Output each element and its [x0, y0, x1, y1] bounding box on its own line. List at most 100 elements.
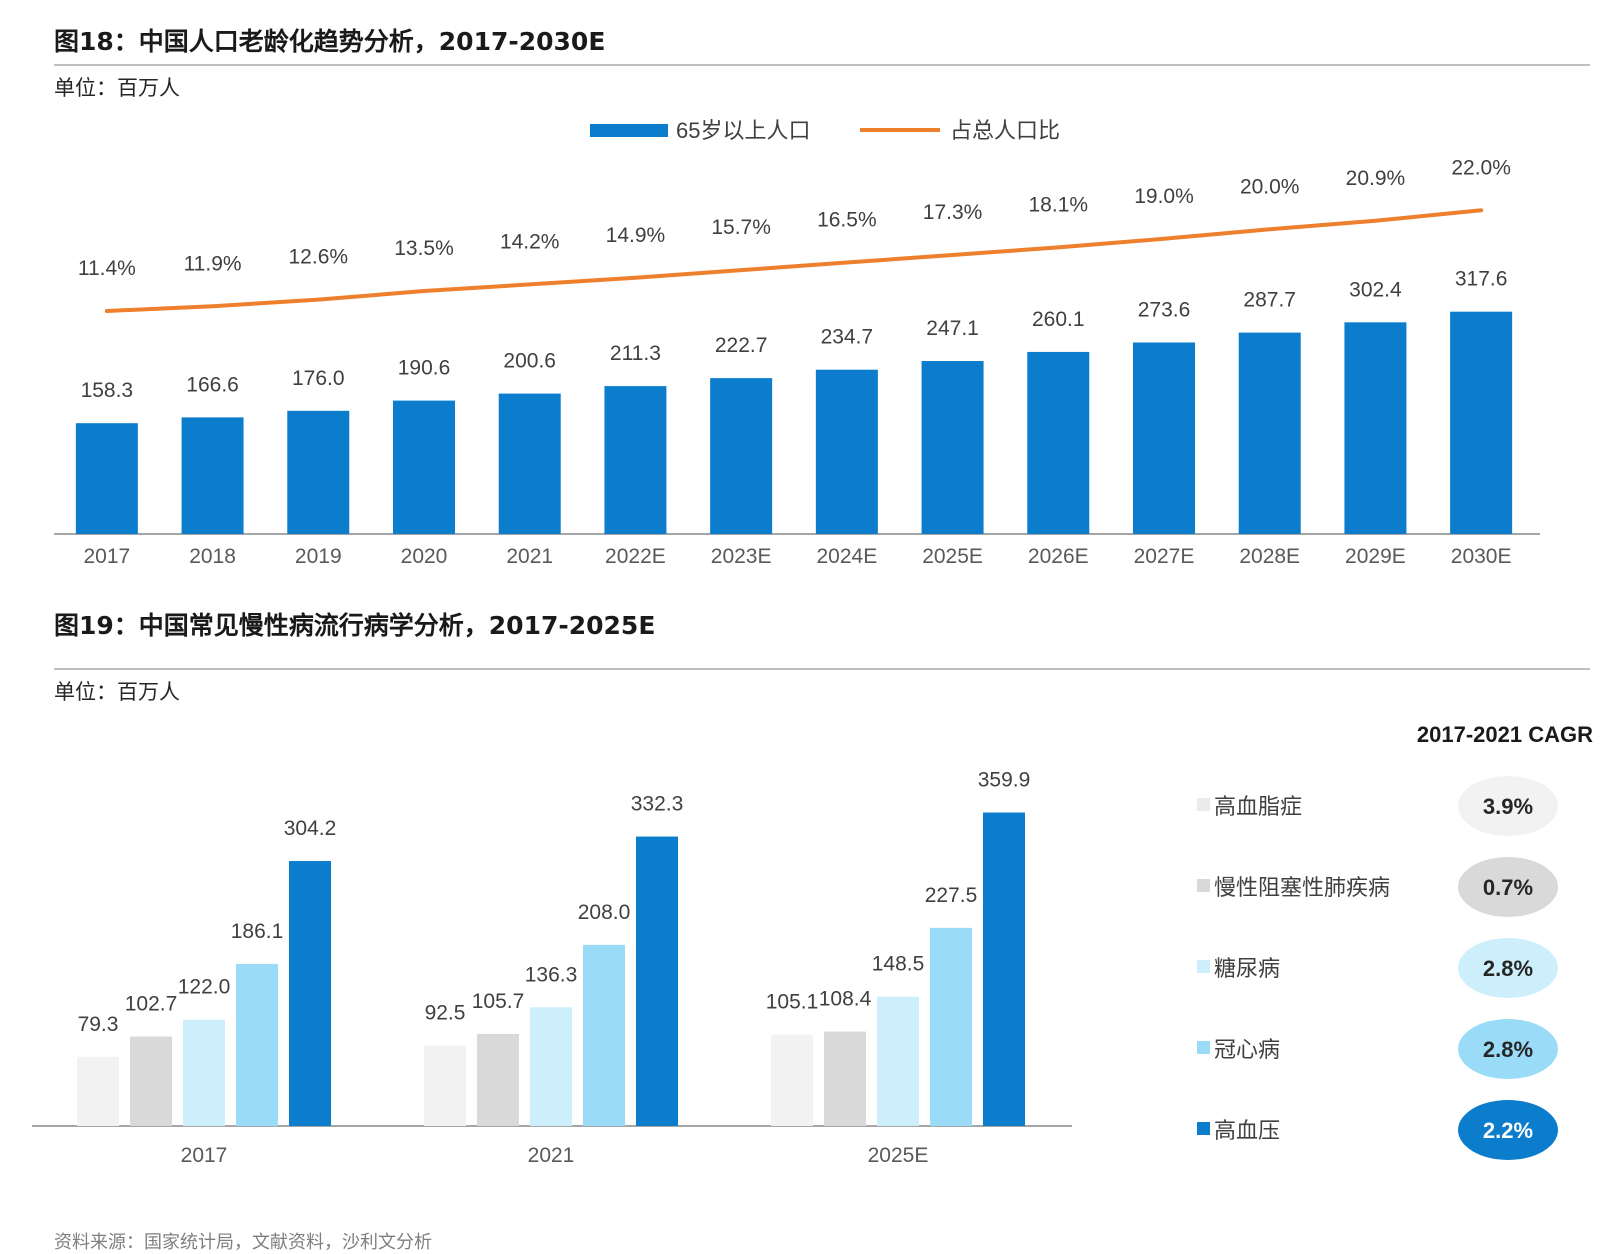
bar-慢性阻塞性肺疾病-2021 — [477, 1033, 519, 1126]
bar-population-2017 — [75, 423, 138, 534]
bar-population-2020 — [393, 400, 455, 534]
cagr-header: 2017-2021 CAGR — [1417, 722, 1593, 747]
bar-population-2030E — [1450, 311, 1513, 534]
x-tick-2027E: 2027E — [1134, 545, 1195, 568]
source-note: 资料来源：国家统计局，文献资料，沙利文分析 — [54, 1232, 432, 1253]
share-label-2019: 12.6% — [289, 246, 349, 269]
cagr-value-高血压: 2.2% — [1483, 1118, 1533, 1143]
bar-population-2025E — [921, 361, 984, 534]
share-label-2018: 11.9% — [184, 252, 242, 275]
cagr-pill-高血脂症 — [1458, 776, 1558, 836]
x-tick-2017: 2017 — [83, 545, 130, 568]
x-tick-2026E: 2026E — [1028, 545, 1089, 568]
x-tick-2024E: 2024E — [816, 545, 877, 568]
bar-population-2028E — [1238, 332, 1301, 534]
fig19-title: 图19：中国常见慢性病流行病学分析，2017-2025E — [54, 611, 656, 640]
bar-label-高血脂症-2025E: 105.1 — [766, 990, 819, 1013]
bar-label-慢性阻塞性肺疾病-2021: 105.7 — [472, 990, 525, 1013]
bar-高血脂症-2017 — [77, 1056, 119, 1126]
bar-label-糖尿病-2025E: 148.5 — [872, 953, 925, 976]
share-label-2030E: 22.0% — [1451, 156, 1511, 179]
bar-label-高血脂症-2021: 92.5 — [425, 1001, 466, 1024]
bar-label-2020: 190.6 — [398, 357, 451, 380]
bar-label-2023E: 222.7 — [715, 334, 768, 357]
legend-swatch-高血脂症 — [1197, 798, 1210, 811]
bar-冠心病-2025E — [930, 927, 972, 1126]
x-tick-2025E: 2025E — [868, 1144, 929, 1167]
fig19-unit: 单位：百万人 — [54, 680, 180, 704]
bar-population-2027E — [1133, 342, 1195, 534]
bar-label-慢性阻塞性肺疾病-2025E: 108.4 — [819, 988, 872, 1011]
legend-label-share: 占总人口比 — [950, 118, 1060, 143]
bar-label-2026E: 260.1 — [1032, 308, 1085, 331]
bar-population-2022E — [604, 386, 667, 534]
bar-label-冠心病-2017: 186.1 — [231, 920, 284, 943]
x-tick-2020: 2020 — [401, 545, 448, 568]
bar-label-冠心病-2021: 208.0 — [578, 901, 631, 924]
bar-冠心病-2017 — [236, 963, 278, 1126]
bar-label-高血压-2025E: 359.9 — [978, 769, 1031, 792]
bar-population-2026E — [1027, 351, 1090, 534]
bar-label-慢性阻塞性肺疾病-2017: 102.7 — [125, 993, 178, 1016]
bar-population-2019 — [287, 410, 350, 534]
bar-糖尿病-2025E — [877, 996, 919, 1126]
bar-population-2018 — [181, 417, 244, 534]
share-label-2017: 11.4% — [78, 257, 136, 280]
cagr-value-冠心病: 2.8% — [1483, 1037, 1533, 1062]
bar-population-2023E — [710, 378, 773, 534]
x-tick-2021: 2021 — [506, 545, 553, 568]
share-label-2027E: 19.0% — [1134, 185, 1194, 208]
x-tick-2025E: 2025E — [922, 545, 983, 568]
bar-label-高血压-2021: 332.3 — [631, 793, 684, 816]
x-tick-2019: 2019 — [295, 545, 342, 568]
bar-慢性阻塞性肺疾病-2017 — [130, 1036, 172, 1126]
bar-label-2028E: 287.7 — [1243, 289, 1296, 312]
x-tick-2018: 2018 — [189, 545, 236, 568]
share-label-2025E: 17.3% — [923, 201, 983, 224]
share-label-2022E: 14.9% — [606, 224, 666, 247]
bar-慢性阻塞性肺疾病-2025E — [824, 1031, 866, 1126]
fig19-divider — [54, 668, 1590, 670]
share-label-2020: 13.5% — [394, 237, 454, 260]
bar-糖尿病-2021 — [530, 1007, 572, 1126]
share-line — [104, 208, 1484, 313]
cagr-pill-高血压 — [1458, 1100, 1558, 1160]
fig18-unit: 单位：百万人 — [54, 76, 180, 100]
fig18-title: 图18：中国人口老龄化趋势分析，2017-2030E — [54, 27, 606, 56]
fig18-divider — [54, 64, 1590, 66]
bar-label-2018: 166.6 — [186, 373, 239, 396]
x-tick-2022E: 2022E — [605, 545, 666, 568]
x-tick-2023E: 2023E — [711, 545, 772, 568]
legend-label-高血压: 高血压 — [1214, 1118, 1280, 1143]
share-label-2026E: 18.1% — [1029, 193, 1089, 216]
share-label-2023E: 15.7% — [711, 216, 771, 239]
bar-高血压-2017 — [289, 861, 331, 1126]
share-label-2029E: 20.9% — [1346, 167, 1406, 190]
cagr-pill-糖尿病 — [1458, 938, 1558, 998]
bar-label-2029E: 302.4 — [1349, 278, 1402, 301]
cagr-value-糖尿病: 2.8% — [1483, 956, 1533, 981]
bar-label-糖尿病-2017: 122.0 — [178, 976, 231, 999]
share-label-2028E: 20.0% — [1240, 175, 1300, 198]
bar-label-冠心病-2025E: 227.5 — [925, 884, 978, 907]
bar-冠心病-2021 — [583, 944, 625, 1126]
legend-swatch-冠心病 — [1197, 1041, 1210, 1054]
bar-population-2021 — [498, 393, 561, 534]
cagr-pill-慢性阻塞性肺疾病 — [1458, 857, 1558, 917]
x-tick-2021: 2021 — [528, 1144, 575, 1167]
bar-label-糖尿病-2021: 136.3 — [525, 963, 578, 986]
aging-trend-chart: 65岁以上人口 占总人口比 158.3 2017 11.4% 166.6 2018 11.9%… — [54, 118, 1540, 568]
legend-label-population: 65岁以上人口 — [676, 118, 810, 143]
x-tick-2030E: 2030E — [1451, 545, 1512, 568]
bar-高血压-2025E — [983, 812, 1025, 1126]
legend-label-冠心病: 冠心病 — [1214, 1037, 1280, 1062]
bar-糖尿病-2017 — [183, 1019, 225, 1126]
bar-高血脂症-2025E — [771, 1034, 813, 1126]
cagr-value-慢性阻塞性肺疾病: 0.7% — [1483, 875, 1533, 900]
x-tick-2028E: 2028E — [1239, 545, 1300, 568]
bar-label-2027E: 273.6 — [1138, 298, 1191, 321]
legend-swatch-高血压 — [1197, 1122, 1210, 1135]
bar-label-2024E: 234.7 — [821, 326, 874, 349]
bar-label-2025E: 247.1 — [926, 317, 979, 340]
